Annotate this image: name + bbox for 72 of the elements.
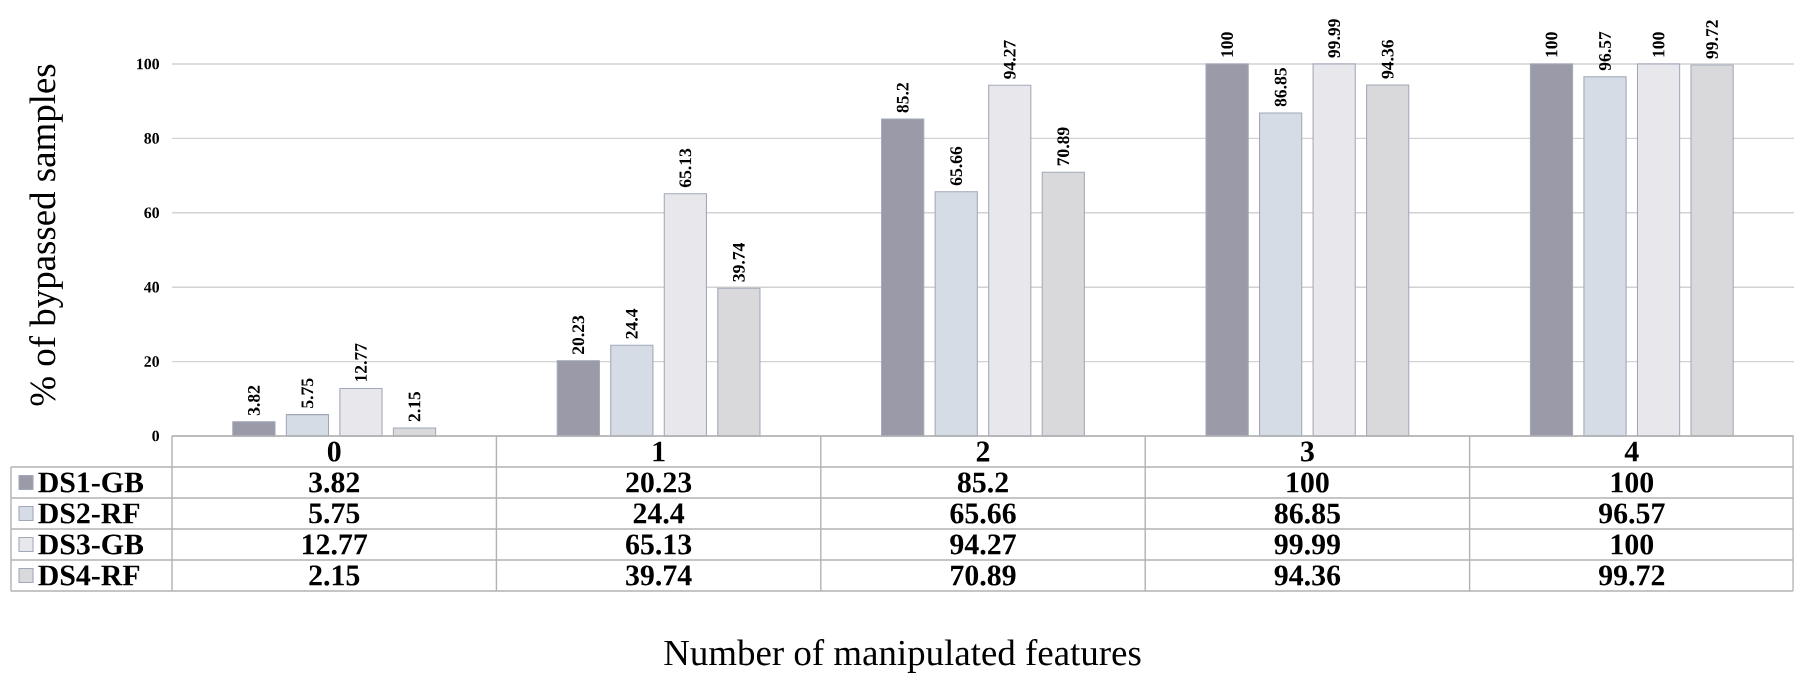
text: 24.4 (633, 503, 685, 524)
data-label: 96.57 (1599, 31, 1611, 71)
y-tick-label: 40 (144, 281, 160, 293)
y-tick-label: 60 (144, 207, 160, 219)
y-tick-label: 80 (144, 133, 160, 144)
bar (1529, 63, 1574, 437)
text: 86.85 (1274, 503, 1340, 524)
bar (285, 414, 330, 437)
bar (1205, 63, 1249, 437)
text: 3.82 (309, 472, 360, 493)
data-label: 12.77 (355, 343, 367, 382)
y-axis-title: % of bypassed samples (29, 64, 63, 406)
x-tick-label: 2 (976, 441, 990, 462)
legend-label: DS2-RF (38, 503, 140, 524)
data-label: 24.4 (625, 308, 638, 339)
data-label: 100 (1221, 32, 1234, 57)
data-label: 2.15 (408, 391, 421, 422)
y-tick-label: 100 (137, 58, 160, 70)
data-label: 94.36 (1381, 40, 1394, 79)
data-label: 99.99 (1328, 19, 1341, 58)
data-label: 99.72 (1706, 20, 1719, 59)
bar (556, 360, 600, 437)
x-tick-label: 4 (1624, 441, 1639, 462)
text: 94.27 (950, 534, 1016, 555)
text: 85.2 (957, 472, 1008, 493)
bar (339, 387, 383, 437)
text: 99.99 (1274, 534, 1340, 555)
bar (1583, 76, 1627, 437)
text: 65.13 (626, 534, 692, 555)
bar (1636, 63, 1681, 437)
bar (1312, 63, 1356, 437)
text: 2.15 (309, 565, 360, 586)
data-label: 3.82 (247, 385, 260, 416)
data-label: 20.23 (572, 315, 585, 355)
bar (988, 84, 1032, 437)
text: 100 (1287, 472, 1329, 493)
text: 70.89 (951, 565, 1016, 586)
data-label: 65.66 (950, 146, 963, 186)
bar (934, 191, 978, 437)
x-tick-label: 1 (653, 441, 665, 462)
data-label: 86.85 (1274, 68, 1287, 107)
legend-label: DS4-RF (38, 565, 140, 586)
data-label: 70.89 (1057, 127, 1070, 166)
x-tick-label: 3 (1301, 441, 1314, 462)
text: 96.57 (1599, 503, 1665, 524)
bar (610, 344, 654, 437)
legend-label: DS1-GB (38, 472, 144, 493)
legend-label: DS3-GB (38, 534, 144, 555)
y-tick-label: 20 (144, 356, 160, 367)
data-label: 100 (1652, 32, 1665, 57)
text: 99.72 (1599, 565, 1665, 586)
data-label: 85.2 (896, 83, 909, 113)
text: 65.66 (950, 503, 1016, 524)
bar (232, 421, 276, 437)
data-label: 65.13 (679, 148, 692, 188)
bar (1259, 112, 1303, 437)
text: 100 (1611, 534, 1654, 555)
x-axis-title: Number of manipulated features (664, 639, 1141, 673)
data-label: 94.27 (1003, 40, 1016, 79)
text: 12.77 (302, 534, 368, 555)
y-tick-label: 0 (152, 430, 160, 442)
bar (663, 193, 707, 437)
data-label: 39.74 (732, 242, 745, 282)
data-label: 100 (1545, 32, 1558, 57)
text: 100 (1611, 472, 1654, 493)
text: 20.23 (626, 472, 692, 493)
text: 39.74 (626, 565, 692, 586)
text: 5.75 (309, 503, 360, 524)
bar (881, 118, 925, 437)
x-tick-label: 0 (327, 441, 341, 462)
data-label: 5.75 (301, 378, 314, 408)
text: 94.36 (1274, 565, 1341, 586)
